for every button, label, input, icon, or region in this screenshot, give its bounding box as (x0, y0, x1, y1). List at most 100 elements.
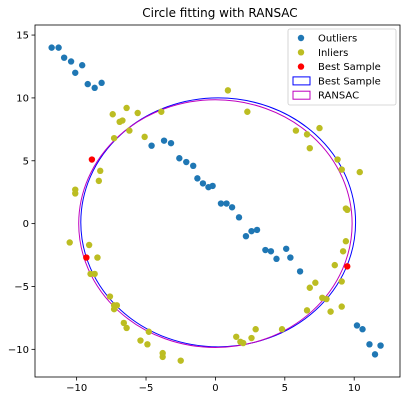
inliers-point (85, 241, 93, 249)
best-sample-point (344, 263, 351, 270)
y-axis: −10 −5 0 5 10 15 (8, 31, 35, 356)
legend-ransac-circle-swatch (292, 90, 311, 100)
inliers-point (312, 279, 319, 286)
outliers-point (223, 200, 230, 207)
outliers-point (183, 158, 190, 166)
inliers-point (327, 308, 334, 315)
inliers-point (106, 293, 114, 300)
x-tick-label: 5 (282, 383, 288, 394)
legend-box (287, 28, 397, 106)
inliers-point (120, 319, 128, 327)
inliers-point (334, 156, 341, 163)
inliers-point (66, 239, 73, 246)
legend-best-sample-marker-label: Best Sample (318, 62, 381, 73)
inliers-point (306, 145, 313, 152)
inliers-point (344, 206, 351, 213)
inliers-point (224, 87, 232, 94)
outliers-point (253, 226, 261, 234)
legend-outliers-marker-swatch (297, 34, 305, 42)
inliers-point (159, 353, 166, 361)
circle-ransac (78, 99, 353, 348)
outliers-point (209, 182, 216, 190)
legend-inliers-marker-label: Inliers (318, 48, 348, 59)
inliers-point (110, 134, 118, 142)
outliers-point (371, 351, 379, 358)
legend: Outliers Inliers Best Sample Best Sample RAN… (287, 28, 397, 106)
outliers-point (190, 162, 197, 169)
inliers-point (233, 333, 240, 340)
plot-frame (34, 24, 401, 378)
outliers-point (72, 69, 79, 76)
outliers-point (160, 137, 168, 144)
inliers-point (110, 305, 118, 313)
legend-best-sample-circle-label: Best Sample (318, 76, 381, 87)
inliers-point (316, 124, 323, 132)
inliers-point (177, 357, 184, 364)
outliers-point (248, 227, 255, 235)
inliers-point (244, 108, 251, 115)
inliers-point (72, 190, 79, 197)
x-tick-label: −10 (66, 383, 87, 394)
inliers-point (141, 133, 148, 141)
inliers-point (239, 339, 247, 347)
inliers-point (252, 326, 259, 333)
outliers-point (377, 342, 384, 349)
fitted-circles (78, 97, 357, 348)
outliers-point (176, 155, 183, 162)
outliers-point (366, 341, 373, 348)
inliers-point (91, 270, 98, 278)
legend-ransac-circle-label: RANSAC (318, 91, 359, 102)
outliers-point (98, 79, 105, 87)
legend-inliers-marker-swatch (297, 49, 305, 56)
outliers-point (167, 139, 175, 147)
scatter-points (48, 44, 384, 364)
outliers-point (217, 200, 225, 207)
outliers-point (91, 84, 98, 92)
outliers-point (60, 54, 68, 61)
inliers-point (145, 328, 153, 335)
y-tick-label: 10 (16, 93, 29, 104)
x-axis: −10 −5 0 5 10 (66, 377, 361, 394)
inliers-point (134, 109, 141, 117)
y-tick-label: −5 (14, 282, 29, 293)
inliers-point (126, 127, 133, 134)
inliers-point (119, 117, 126, 124)
outliers-point (267, 248, 275, 255)
outliers-point (273, 255, 280, 263)
inliers-point (144, 341, 151, 348)
best-sample-point (83, 254, 90, 261)
legend-best-sample-circle-swatch (292, 76, 311, 86)
inliers-point (356, 168, 363, 176)
inliers-point (303, 131, 311, 138)
inliers-point (342, 238, 350, 245)
outliers-point (296, 268, 304, 275)
outliers-point (148, 142, 155, 149)
outliers-point (84, 80, 91, 88)
y-tick-label: 15 (16, 31, 29, 42)
chart-title: Circle fitting with RANSAC (142, 6, 297, 20)
best-sample-point (88, 156, 96, 163)
outliers-point (67, 58, 75, 65)
x-tick-label: −5 (139, 383, 154, 394)
outliers-point (262, 246, 269, 254)
y-tick-label: −10 (8, 345, 29, 356)
inliers-point (292, 127, 300, 134)
outliers-point (78, 62, 86, 69)
inliers-point (158, 108, 165, 115)
inliers-point (339, 248, 347, 255)
inliers-point (123, 324, 130, 332)
inliers-point (109, 111, 116, 118)
inliers-point (123, 104, 130, 112)
inliers-point (278, 326, 286, 333)
inliers-point (306, 284, 313, 291)
inliers-point (95, 177, 103, 185)
outliers-point (55, 44, 62, 51)
inliers-point (331, 261, 338, 269)
x-tick-label: 0 (212, 383, 218, 394)
inliers-point (338, 278, 345, 285)
y-tick-label: 5 (23, 156, 29, 167)
inliers-point (248, 334, 255, 342)
outliers-point (282, 245, 290, 252)
inliers-point (303, 307, 311, 314)
inliers-point (323, 295, 330, 303)
